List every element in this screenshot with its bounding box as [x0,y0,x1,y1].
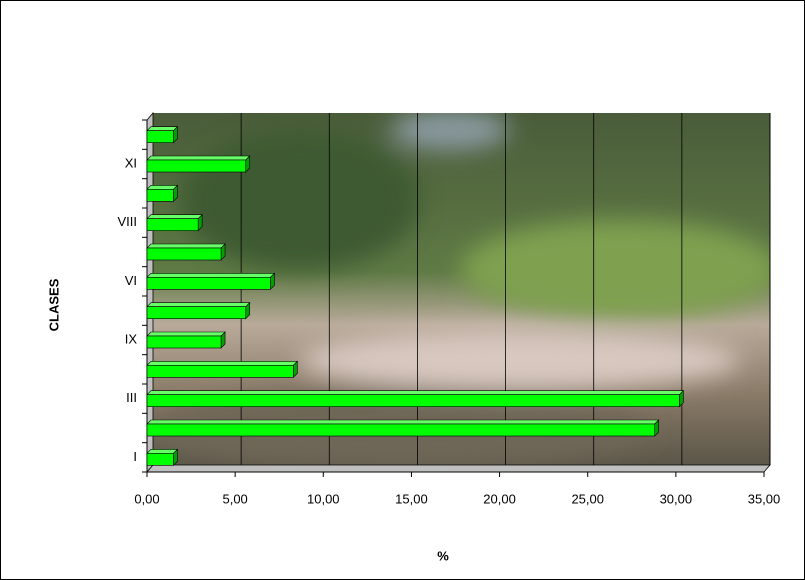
bar-front [147,131,173,143]
bar [147,332,225,348]
bar-top [147,156,250,160]
bar-front [147,395,679,407]
bar-front [147,160,246,172]
bar-front [147,365,293,377]
floor [147,465,770,472]
x-tick-label: 5,00 [222,491,247,506]
bar-top [147,273,274,277]
bar-front [147,336,221,348]
y-tick-label: XI [125,155,137,170]
bar [147,420,659,436]
x-tick-label: 10,00 [307,491,340,506]
bar-top [147,332,225,336]
y-tick-label: VI [125,273,137,288]
bar-front [147,277,270,289]
y-tick-label: I [133,449,137,464]
bar-front [147,189,173,201]
bar [147,156,250,172]
bar [147,127,177,143]
bar [147,391,683,407]
bar [147,185,177,201]
bar-top [147,449,177,453]
bar-top [147,244,225,248]
bar-top [147,185,177,189]
x-tick-label: 30,00 [660,491,693,506]
x-tick-label: 25,00 [571,491,604,506]
y-tick-label: IX [125,331,138,346]
x-tick-label: 20,00 [483,491,516,506]
bar-front [147,307,246,319]
bar-front [147,219,198,231]
x-tick-label: 0,00 [134,491,159,506]
bar-front [147,424,655,436]
bar-top [147,303,250,307]
bar-top [147,127,177,131]
x-axis-title: % [437,548,449,563]
bar [147,215,202,231]
y-tick-label: III [126,390,137,405]
x-tick-label: 35,00 [748,491,781,506]
bar-top [147,361,297,365]
bar-top [147,215,202,219]
bar-front [147,453,173,465]
bar [147,361,297,377]
bar [147,303,250,319]
bar-front [147,248,221,260]
chart: % CLASES 0,00 5,00 10,00 15,00 20,00 25,00 30,… [0,0,805,580]
bar [147,273,274,289]
y-axis-title: CLASES [46,278,61,331]
bar-top [147,391,683,395]
bar [147,449,177,465]
x-tick-label: 15,00 [395,491,428,506]
bar-top [147,420,659,424]
y-tick-label: VIII [117,214,137,229]
bar [147,244,225,260]
